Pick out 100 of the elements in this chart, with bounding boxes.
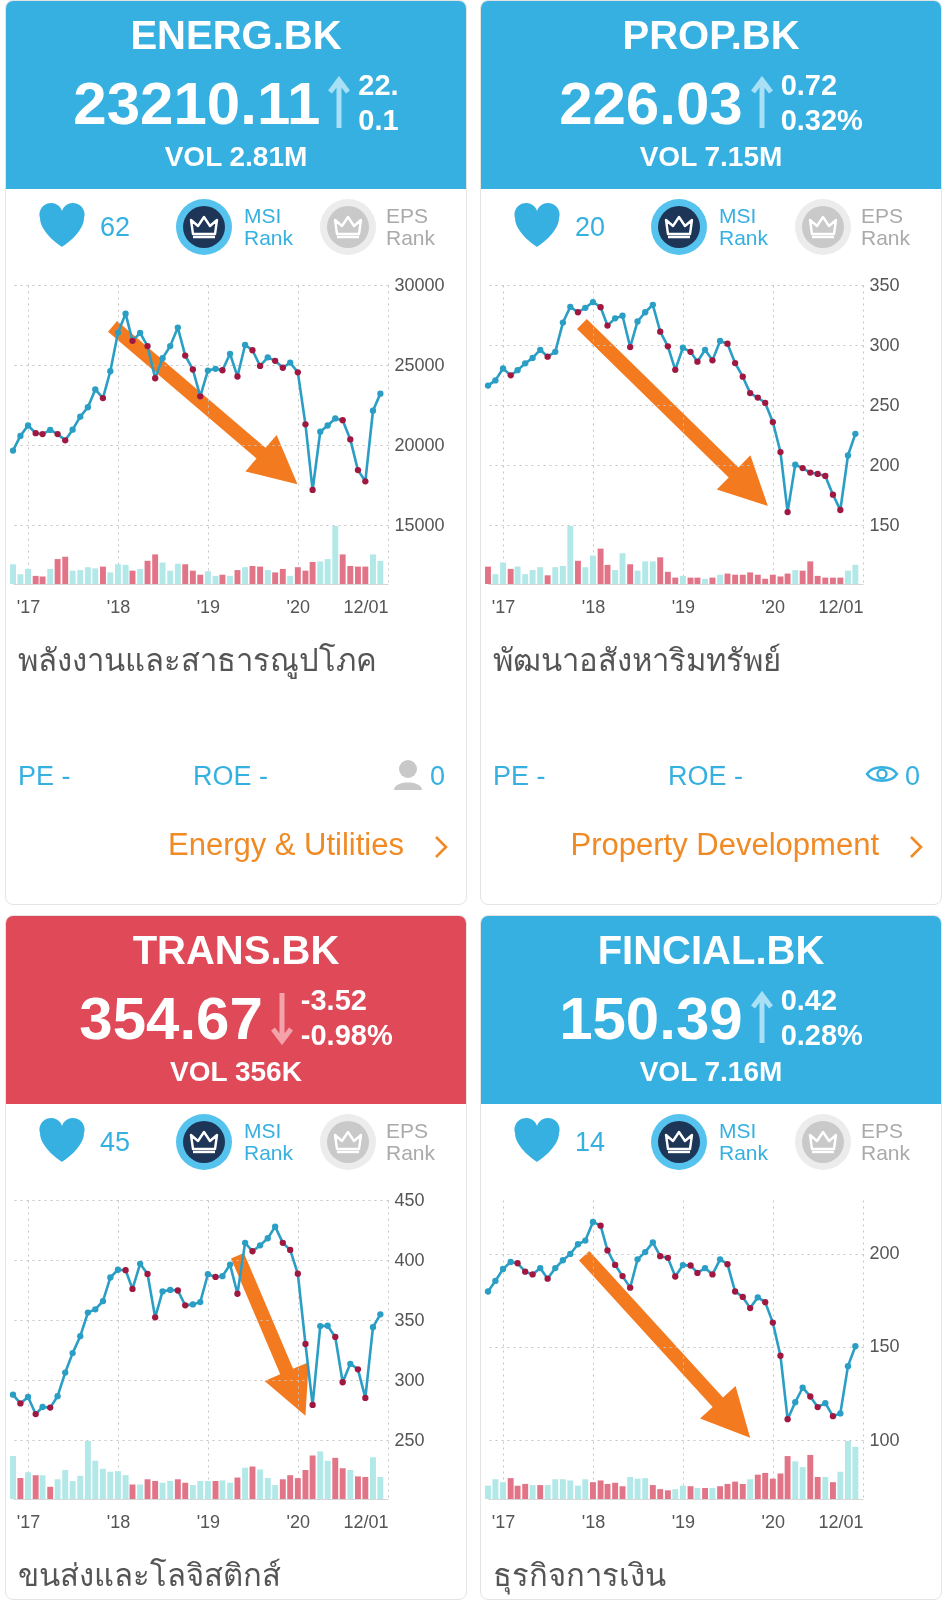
bar bbox=[822, 1476, 829, 1499]
point bbox=[589, 298, 597, 306]
bar bbox=[702, 1487, 709, 1499]
point bbox=[287, 359, 294, 366]
point bbox=[559, 319, 567, 326]
text: MSI Rank bbox=[244, 204, 295, 249]
y-tick-label: 350 bbox=[394, 1309, 425, 1330]
text: 0.1 bbox=[358, 103, 399, 138]
point bbox=[814, 1403, 821, 1411]
bar bbox=[272, 572, 279, 584]
bar bbox=[137, 568, 144, 584]
point bbox=[212, 1273, 219, 1281]
text: 22. bbox=[358, 68, 399, 103]
point bbox=[174, 324, 181, 331]
point bbox=[837, 1410, 844, 1417]
text: VOL 7.15M bbox=[638, 141, 784, 173]
point bbox=[754, 394, 761, 401]
point bbox=[144, 342, 151, 350]
point bbox=[567, 1250, 574, 1258]
point bbox=[664, 343, 672, 350]
point bbox=[529, 1271, 536, 1278]
point bbox=[642, 1248, 649, 1256]
x-tick-label: '20 bbox=[286, 596, 311, 617]
point bbox=[484, 382, 492, 389]
bar bbox=[732, 1481, 739, 1499]
bar bbox=[309, 1455, 316, 1499]
bar bbox=[204, 571, 211, 584]
point bbox=[302, 421, 309, 428]
point bbox=[597, 304, 604, 311]
point bbox=[62, 437, 69, 444]
text: VOL 2.81M bbox=[163, 141, 309, 173]
y-tick-label: 250 bbox=[394, 1429, 425, 1450]
bar bbox=[627, 564, 634, 584]
point bbox=[144, 1270, 151, 1278]
point bbox=[829, 491, 837, 498]
point bbox=[807, 1393, 814, 1400]
text: PE - bbox=[18, 761, 71, 792]
point bbox=[347, 1360, 354, 1367]
point bbox=[107, 1274, 114, 1281]
point bbox=[219, 367, 226, 374]
point bbox=[9, 447, 17, 454]
point bbox=[507, 372, 514, 379]
point bbox=[234, 373, 241, 380]
text: 0.72 bbox=[780, 68, 839, 103]
text: FINCIAL.BK bbox=[596, 928, 826, 973]
bar bbox=[279, 568, 286, 584]
point bbox=[799, 1384, 806, 1391]
bar bbox=[242, 1467, 249, 1499]
point bbox=[9, 1391, 17, 1398]
point bbox=[627, 1284, 634, 1291]
point bbox=[844, 1362, 852, 1370]
x-tick-label: '17 bbox=[491, 596, 516, 617]
point bbox=[852, 430, 859, 437]
point bbox=[39, 430, 46, 438]
point bbox=[657, 328, 664, 335]
bar bbox=[242, 567, 249, 584]
bar bbox=[39, 1475, 46, 1499]
bar bbox=[627, 1476, 634, 1499]
y-tick-label: 450 bbox=[394, 1189, 425, 1210]
point bbox=[362, 478, 369, 485]
text: VOL 356K bbox=[169, 1056, 303, 1088]
text: MSI Rank bbox=[719, 1119, 770, 1164]
point bbox=[769, 1319, 776, 1326]
bar bbox=[25, 568, 31, 584]
point bbox=[619, 312, 626, 319]
point bbox=[159, 355, 166, 362]
point bbox=[241, 1239, 249, 1246]
point bbox=[287, 1246, 294, 1254]
bar bbox=[672, 1489, 679, 1499]
bar bbox=[257, 566, 264, 584]
point bbox=[701, 1264, 709, 1272]
point bbox=[354, 466, 362, 474]
x-tick-label: '18 bbox=[581, 596, 606, 617]
point bbox=[731, 359, 739, 367]
point bbox=[844, 452, 852, 459]
point bbox=[814, 470, 821, 478]
y-tick-label: 150 bbox=[869, 514, 900, 535]
point bbox=[271, 1223, 279, 1230]
point bbox=[234, 1290, 241, 1297]
point bbox=[611, 1261, 619, 1269]
bar bbox=[657, 557, 664, 584]
bar bbox=[679, 1485, 686, 1499]
point bbox=[279, 1239, 286, 1246]
y-tick-label: 400 bbox=[394, 1249, 425, 1270]
point bbox=[114, 329, 122, 336]
point bbox=[484, 1288, 492, 1295]
point bbox=[294, 369, 301, 376]
point bbox=[77, 1333, 84, 1340]
point bbox=[377, 1311, 384, 1318]
bar bbox=[257, 1469, 264, 1499]
bar bbox=[339, 1468, 346, 1499]
point bbox=[197, 1298, 204, 1306]
point bbox=[634, 1256, 641, 1263]
text: ROE - bbox=[668, 761, 744, 792]
point bbox=[279, 364, 286, 371]
point bbox=[264, 354, 271, 361]
point bbox=[69, 1349, 76, 1357]
x-tick-label: 12/01 bbox=[818, 1511, 864, 1532]
point bbox=[324, 1322, 331, 1329]
bar bbox=[799, 1467, 806, 1499]
